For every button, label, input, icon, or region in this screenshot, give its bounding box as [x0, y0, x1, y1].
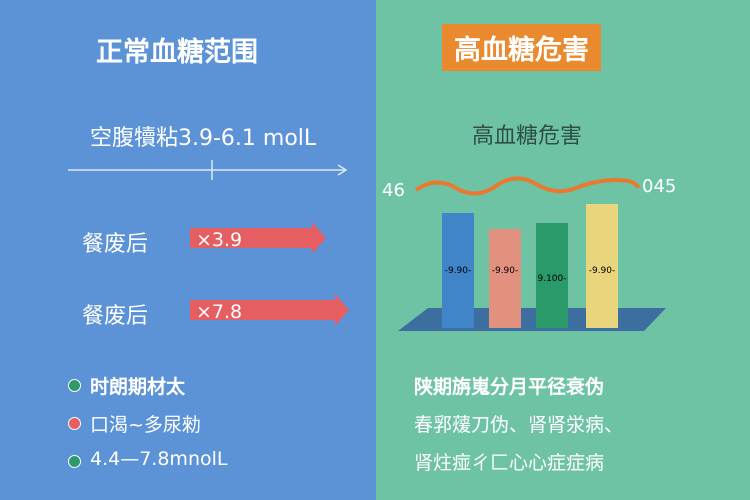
bar — [442, 213, 474, 328]
wave-line — [414, 176, 640, 196]
row-label: 餐废后 — [82, 304, 149, 329]
text-line: 陕期旃嵬分月平径衰伪 — [414, 376, 605, 398]
bullet-dot — [68, 417, 81, 430]
divider-arrow — [337, 164, 348, 176]
fasting-range: 空腹犢粘3.9-6.1 molL — [90, 126, 317, 151]
right-panel: 高血糖危害 高血糖危害 -9.90- -9.90- 9.100- -9.90- … — [376, 0, 750, 500]
right-chart: -9.90- -9.90- 9.100- -9.90- 46 045 — [382, 176, 676, 331]
badge-title: 高血糖危害 — [442, 24, 601, 71]
bar — [586, 204, 618, 328]
bullet-dot — [68, 379, 81, 392]
bullet: 口渴~多尿勑 — [90, 414, 201, 436]
bar — [489, 229, 521, 328]
platform — [398, 308, 666, 331]
wave-label: 045 — [642, 176, 676, 197]
text-line: 肾炷痖ㄔ匚心心症症病 — [414, 452, 605, 474]
bar-label: -9.90- — [492, 266, 519, 276]
bullet: 4.4—7.8mnolL — [90, 448, 228, 470]
row-label: 餐废后 — [82, 232, 149, 257]
bullet-dot — [68, 455, 81, 468]
bar — [536, 223, 568, 328]
arrow — [190, 222, 326, 254]
bullet: 时朗期材太 — [90, 376, 186, 398]
left-graphics — [68, 160, 349, 326]
bar-label: -9.90- — [445, 266, 472, 276]
bar-label: 9.100- — [537, 274, 566, 284]
left-title: 正常血糖范围 — [96, 37, 258, 68]
row-value: ×3.9 — [196, 229, 243, 251]
bar-label: -9.90- — [589, 266, 616, 276]
arrow — [190, 294, 349, 326]
row-value: ×7.8 — [196, 301, 243, 323]
wave-label: 46 — [382, 180, 405, 201]
text-line: 春郛蕿刀伪、肾肾泶病、 — [414, 414, 624, 436]
left-panel: 正常血糖范围 空腹犢粘3.9-6.1 molL 餐废后 ×3.9 餐废后 ×7.… — [0, 0, 376, 500]
subtitle: 高血糖危害 — [472, 124, 583, 149]
